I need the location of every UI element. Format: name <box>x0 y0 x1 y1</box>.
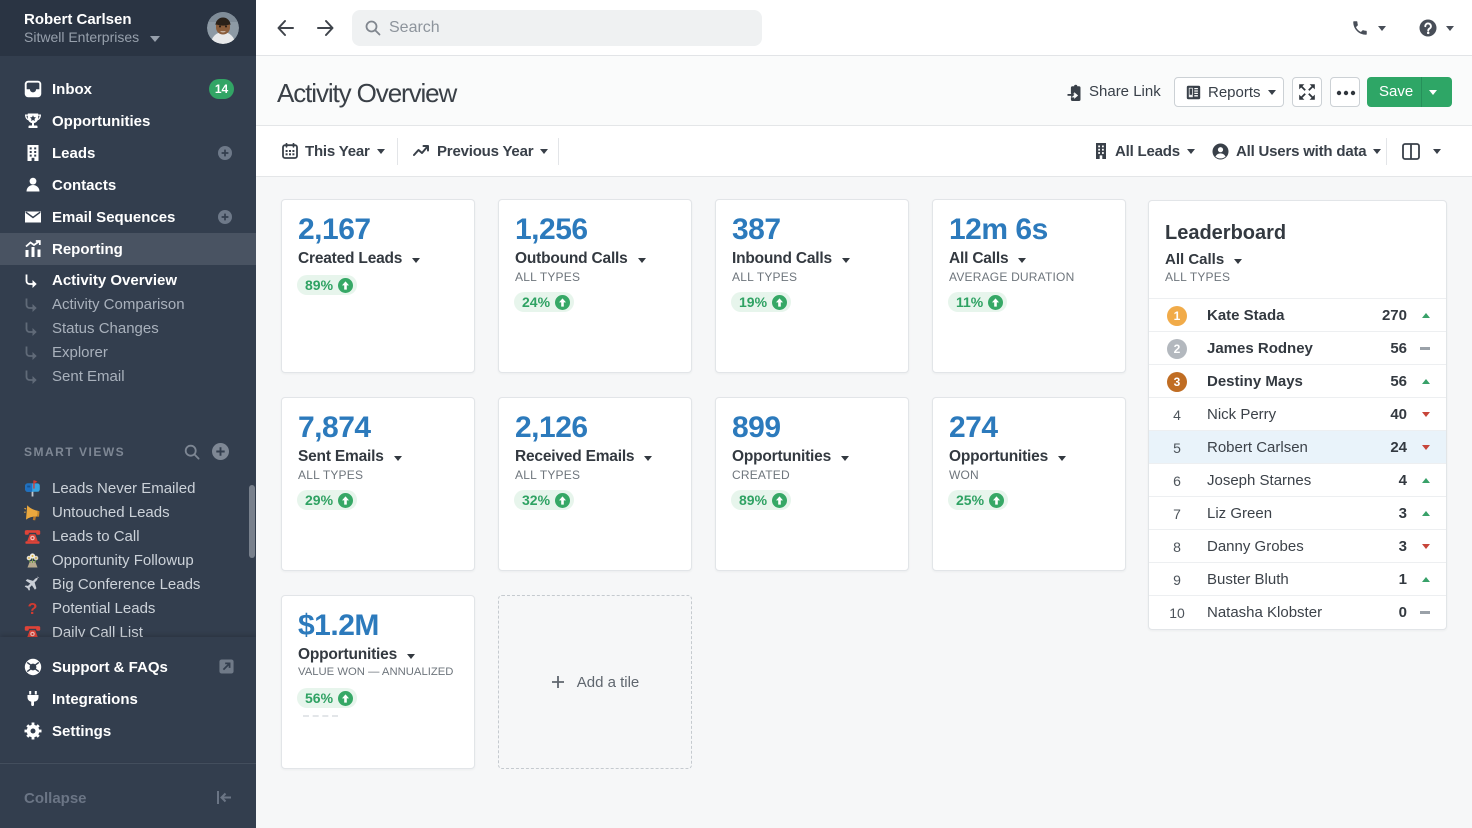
svg-text:?: ? <box>28 601 38 617</box>
